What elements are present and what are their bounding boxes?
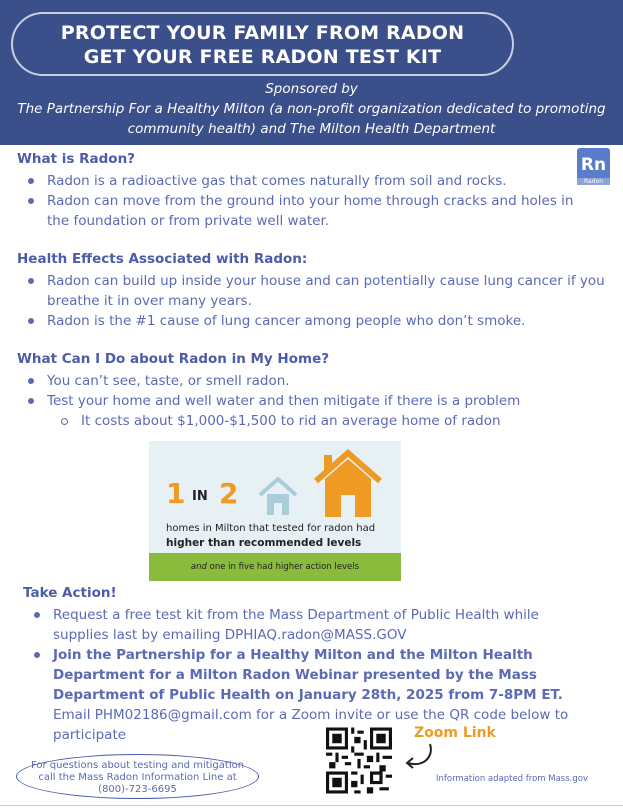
- phone-number[interactable]: (800)-723-6695: [98, 784, 177, 795]
- list-item-webinar: Join the Partnership for a Healthy Milto…: [34, 645, 593, 705]
- arrow-icon: [405, 743, 432, 769]
- radon-symbol: Rn: [580, 155, 607, 175]
- list-item: Radon can build up inside your house and…: [28, 271, 617, 311]
- section-heading: What is Radon?: [17, 151, 136, 167]
- sub-list-item: It costs about $1,000-$1,500 to rid an a…: [61, 411, 617, 431]
- section-what-can-i-do: What Can I Do about Radon in My Home? Yo…: [17, 351, 617, 431]
- list-item: Request a free test kit from the Mass De…: [34, 605, 593, 645]
- sponsors-line-1: The Partnership For a Healthy Milton (a …: [17, 101, 606, 117]
- zoom-link-label: Zoom Link: [414, 725, 496, 741]
- sponsors-line-2: community health) and The Milton Health …: [127, 121, 496, 137]
- source-note: Information adapted from Mass.gov: [436, 774, 588, 784]
- infographic-footer: and one in five had higher action levels: [149, 553, 401, 581]
- caption-text: homes in Milton that tested for radon ha…: [166, 523, 376, 534]
- title-line-1: PROTECT YOUR FAMILY FROM RADON: [60, 22, 465, 44]
- list-item: Radon is the #1 cause of lung cancer amo…: [28, 311, 617, 331]
- list-item: You can’t see, taste, or smell radon.: [28, 371, 617, 391]
- list-item: Test your home and well water and then m…: [28, 391, 617, 411]
- infographic: 1 IN 2 homes in Milton that tested for r…: [149, 441, 401, 581]
- large-house-icon: [314, 449, 382, 517]
- radon-name: Radon: [577, 178, 610, 185]
- zoom-invite-text: Email PHM02186@gmail.com for a Zoom invi…: [53, 707, 569, 743]
- caption-bold: higher than recommended levels: [166, 537, 362, 549]
- section-heading: Health Effects Associated with Radon:: [17, 251, 308, 267]
- section-heading: Take Action!: [23, 585, 117, 601]
- section-heading: What Can I Do about Radon in My Home?: [17, 351, 330, 367]
- divider: [0, 805, 623, 806]
- section-what-is-radon: What is Radon? Radon is a radioactive ga…: [17, 151, 587, 231]
- section-health-effects: Health Effects Associated with Radon: Ra…: [17, 251, 617, 331]
- footer-text: one in five had higher action levels: [206, 562, 360, 572]
- stat-number-2: 2: [219, 477, 239, 510]
- small-house-icon: [258, 476, 298, 515]
- sponsored-by: Sponsored by: [265, 81, 358, 97]
- infographic-caption: homes in Milton that tested for radon ha…: [166, 521, 375, 551]
- stat-in: IN: [192, 489, 208, 504]
- radon-info-line: For questions about testing and mitigati…: [16, 754, 259, 799]
- list-item: Radon can move from the ground into your…: [28, 191, 587, 231]
- footer-emphasis: and: [190, 562, 207, 572]
- title-pill: PROTECT YOUR FAMILY FROM RADON GET YOUR …: [11, 12, 514, 76]
- phone-line-2: call the Mass Radon Information Line at: [38, 772, 237, 783]
- qr-code[interactable]: [326, 726, 392, 795]
- radon-element-icon: Rn Radon: [577, 148, 610, 185]
- header-banner: PROTECT YOUR FAMILY FROM RADON GET YOUR …: [0, 0, 623, 145]
- title-line-2: GET YOUR FREE RADON TEST KIT: [83, 46, 442, 68]
- stat-number-1: 1: [166, 477, 186, 510]
- sponsors: Sponsored by The Partnership For a Healt…: [0, 79, 623, 139]
- list-item: Radon is a radioactive gas that comes na…: [28, 171, 587, 191]
- section-take-action: Take Action! Request a free test kit fro…: [23, 585, 593, 745]
- phone-line-1: For questions about testing and mitigati…: [30, 760, 245, 771]
